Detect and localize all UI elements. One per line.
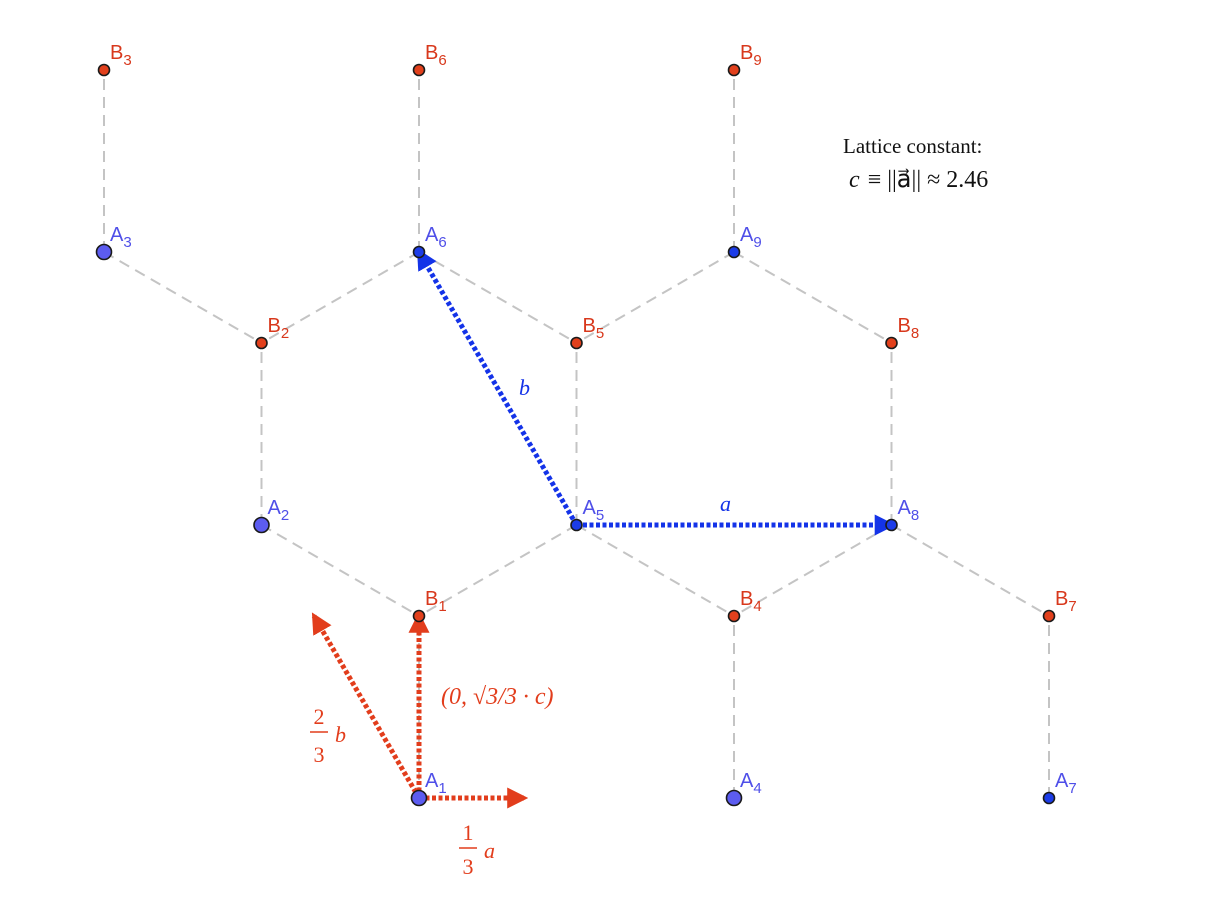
two-thirds-b-numerator: 2	[314, 704, 325, 729]
lattice-constant-rest: ≡ ||a⃗|| ≈ 2.46	[868, 167, 989, 193]
atom-label-b4: B4	[740, 588, 762, 615]
bond-a6-b2	[260, 251, 420, 344]
atom-a3	[95, 243, 113, 261]
atom-a2	[253, 516, 270, 534]
lattice-constant-var: c	[849, 167, 860, 193]
atom-label-a6: A6	[425, 224, 447, 251]
two-thirds-b-label: 2 3 b⃗	[310, 704, 363, 767]
atom-label-a9: A9	[740, 224, 762, 251]
bonds-layer	[103, 70, 1050, 798]
bond-a9-b8	[733, 251, 893, 344]
atom-a4	[725, 789, 743, 807]
bond-a3-b2	[103, 251, 263, 344]
bond-a8-b4	[733, 524, 893, 617]
one-third-a-denominator: 3	[463, 854, 474, 879]
atom-label-a5: A5	[583, 497, 605, 524]
atom-label-a7: A7	[1055, 770, 1077, 797]
atom-label-a4: A4	[740, 770, 762, 797]
one-third-a-numerator: 1	[463, 820, 474, 845]
labels-layer: A1 A2 A3 A4 A5 A6 A7 A8 A9 B1 B2 B3 B4 B5 B6 B7 B8 B9	[110, 42, 1077, 797]
atom-a6	[412, 245, 426, 259]
atom-label-b6: B6	[425, 42, 447, 69]
bond-a2-b1	[260, 524, 420, 617]
bond-a5-b1	[418, 524, 578, 617]
vectors-layer	[311, 248, 896, 809]
atom-b5	[570, 336, 583, 350]
bond-a9-b5	[575, 251, 735, 344]
atom-b9	[727, 63, 741, 77]
atom-b7	[1042, 609, 1056, 623]
atom-label-b9: B9	[740, 42, 762, 69]
atom-label-b1: B1	[425, 588, 447, 615]
atom-a7	[1042, 791, 1056, 805]
vector-a-label: a⃗	[720, 491, 748, 516]
atom-label-a2: A2	[268, 497, 290, 524]
atom-label-a8: A8	[898, 497, 920, 524]
atom-label-b7: B7	[1055, 588, 1077, 615]
atom-label-b8: B8	[898, 315, 920, 342]
bond-a5-b4	[575, 524, 735, 617]
atom-label-a3: A3	[110, 224, 132, 251]
a1-b1-vector-label: (0, √3/3 · c)	[441, 684, 553, 710]
lattice-constant-formula: c ≡ ||a⃗|| ≈ 2.46	[849, 167, 988, 193]
atom-label-a1: A1	[425, 770, 447, 797]
vector-b-label: b⃗	[519, 375, 547, 400]
atoms-layer	[95, 63, 1056, 807]
atom-a1	[410, 789, 428, 807]
vector-b-arrow	[416, 248, 579, 527]
atom-b6	[412, 63, 426, 77]
one-third-a-label: 1 3 a⃗	[459, 820, 512, 879]
bond-a8-b7	[890, 524, 1050, 617]
atom-label-b5: B5	[583, 315, 605, 342]
atom-b3	[97, 63, 111, 77]
two-thirds-b-denominator: 3	[314, 742, 325, 767]
lattice-constant-heading: Lattice constant:	[843, 134, 982, 158]
bond-a6-b5	[418, 251, 578, 344]
atom-b4	[727, 609, 741, 623]
atom-b1	[412, 609, 426, 623]
one-third-a-vector: a⃗	[484, 838, 512, 863]
atom-a5	[570, 518, 583, 532]
atom-label-b3: B3	[110, 42, 132, 69]
atom-b2	[255, 336, 268, 350]
atom-label-b2: B2	[268, 315, 290, 342]
two-thirds-b-vector: b⃗	[335, 722, 363, 747]
vector-two-thirds-b-arrow	[311, 612, 422, 800]
atom-a8	[885, 518, 898, 532]
atom-a9	[727, 245, 741, 259]
atom-b8	[885, 336, 898, 350]
